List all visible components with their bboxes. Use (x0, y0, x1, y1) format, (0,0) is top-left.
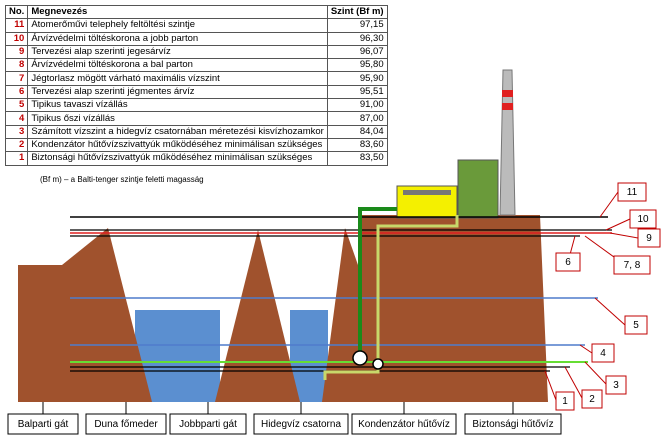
callout-box (637, 228, 661, 248)
left-dyke (18, 228, 152, 402)
callout-label: 5 (633, 320, 639, 331)
callout-box (613, 255, 651, 275)
callout-label: 3 (613, 380, 619, 391)
table-row: 8 Árvízvédelmi töltéskorona a bal parton 9… (4, 58, 388, 73)
label-box (464, 413, 562, 435)
table-cell: 9 (4, 44, 29, 60)
bottom-label: Duna főmeder (94, 419, 158, 430)
chimney-band (502, 90, 513, 97)
table-cell: 7 (4, 71, 29, 86)
table-cell: 83,60 (326, 137, 388, 153)
table-cell: 96,30 (326, 31, 388, 46)
callout-label: 4 (600, 348, 606, 359)
table-cell: 84,04 (326, 124, 388, 139)
table-cell: Tervezési alap szerinti jégmentes árvíz (27, 84, 328, 100)
label-box (85, 413, 167, 435)
table-row: 11 Atomerőművi telephely feltöltési szint… (4, 18, 388, 33)
river-water (135, 310, 220, 402)
callout-box (605, 375, 627, 395)
bottom-label: Balparti gát (18, 419, 69, 430)
table-cell: 95,51 (326, 84, 388, 100)
table-row: 3 Számított vízszint a hidegvíz csatornáb… (4, 124, 388, 139)
table-cell: 5 (4, 98, 29, 113)
callout-box (624, 315, 648, 335)
table-row: 4 Tipikus őszi vízállás 87,00 (4, 111, 388, 126)
table-cell: 95,80 (326, 58, 388, 73)
callout-label: 1 (562, 396, 568, 407)
table-row: 2 Kondenzátor hűtővízszivattyúk működéséh… (4, 137, 388, 153)
plant-ground (322, 215, 548, 402)
table-cell: 2 (4, 137, 29, 153)
table-cell: 3 (4, 124, 29, 139)
table-cell: 95,90 (326, 71, 388, 86)
table-cell: 4 (4, 111, 29, 126)
callout-box (555, 252, 581, 272)
table-cell: Kondenzátor hűtővízszivattyúk működéséhe… (27, 137, 328, 153)
table-cell: 91,00 (326, 98, 388, 113)
table-row: 6 Tervezési alap szerinti jégmentes árvíz… (4, 84, 388, 100)
header-no: No. (4, 4, 29, 20)
reactor (457, 159, 499, 219)
pump (352, 350, 368, 366)
table-cell: 8 (4, 58, 29, 73)
label-box (253, 413, 349, 435)
cooling-pipe (358, 207, 397, 358)
table-cell: 96,07 (326, 44, 388, 60)
callout-box (591, 343, 615, 363)
table-cell: Tipikus őszi vízállás (27, 111, 328, 126)
chimney-band (502, 103, 513, 110)
note: (Bf m) – a Balti-tenger szintje feletti … (40, 175, 204, 184)
table-cell: Biztonsági hűtővízszivattyúk működéséhez… (27, 151, 328, 166)
table-cell: Árvízvédelmi töltéskorona a bal parton (27, 58, 328, 73)
header-name: Megnevezés (27, 4, 328, 20)
table-row: 5 Tipikus tavaszi vízállás 91,00 (4, 98, 388, 113)
bottom-label: Kondenzátor hűtővíz (358, 419, 450, 430)
table-cell: Jégtorlasz mögött várható maximális vízs… (27, 71, 328, 86)
table-cell: Tervezési alap szerinti jegesárvíz (27, 44, 328, 60)
label-box (7, 413, 79, 435)
table-row: 1 Biztonsági hűtővízszivattyúk működéséhe… (4, 151, 388, 166)
callout-label: 2 (589, 394, 595, 405)
safety-pipe (323, 215, 459, 380)
bottom-label: Hidegvíz csatorna (261, 419, 341, 430)
header-level: Szint (Bf m) (326, 4, 388, 20)
callout-leaders (544, 191, 639, 401)
canal-water (290, 310, 328, 402)
table-cell: 11 (4, 18, 29, 33)
building-stripe (403, 190, 451, 195)
callout-label: 11 (627, 187, 638, 198)
table-row: 9 Tervezési alap szerinti jegesárvíz 96,07 (4, 44, 388, 60)
pump (372, 358, 384, 370)
bottom-label: Biztonsági hűtővíz (472, 419, 553, 430)
bottom-label: Jobbparti gát (179, 419, 237, 430)
table-cell: Atomerőművi telephely feltöltési szintje (27, 18, 328, 33)
table-cell: 83,50 (326, 151, 388, 166)
callout-box (617, 182, 647, 202)
level-table: No. Megnevezés Szint (Bf m) 11 Atomerőműv… (4, 4, 388, 166)
label-box (351, 413, 457, 435)
callout-label: 9 (646, 233, 652, 244)
callout-box (555, 391, 575, 411)
table-row: 7 Jégtorlasz mögött várható maximális víz… (4, 71, 388, 86)
right-dyke (215, 230, 300, 402)
callout-box (629, 209, 657, 229)
table-cell: 97,15 (326, 18, 388, 33)
callout-label: 6 (565, 257, 571, 268)
table-cell: 1 (4, 151, 29, 166)
callout-box (581, 389, 603, 409)
callout-label: 10 (637, 214, 649, 225)
table-cell: Árvízvédelmi töltéskorona a jobb parton (27, 31, 328, 46)
callout-label: 7, 8 (624, 260, 641, 271)
table-cell: 6 (4, 84, 29, 100)
table-cell: Számított vízszint a hidegvíz csatornába… (27, 124, 328, 139)
table-cell: 10 (4, 31, 29, 46)
table-row: 10 Árvízvédelmi töltéskorona a jobb parto… (4, 31, 388, 46)
label-box (169, 413, 247, 435)
table-cell: Tipikus tavaszi vízállás (27, 98, 328, 113)
table-cell: 87,00 (326, 111, 388, 126)
